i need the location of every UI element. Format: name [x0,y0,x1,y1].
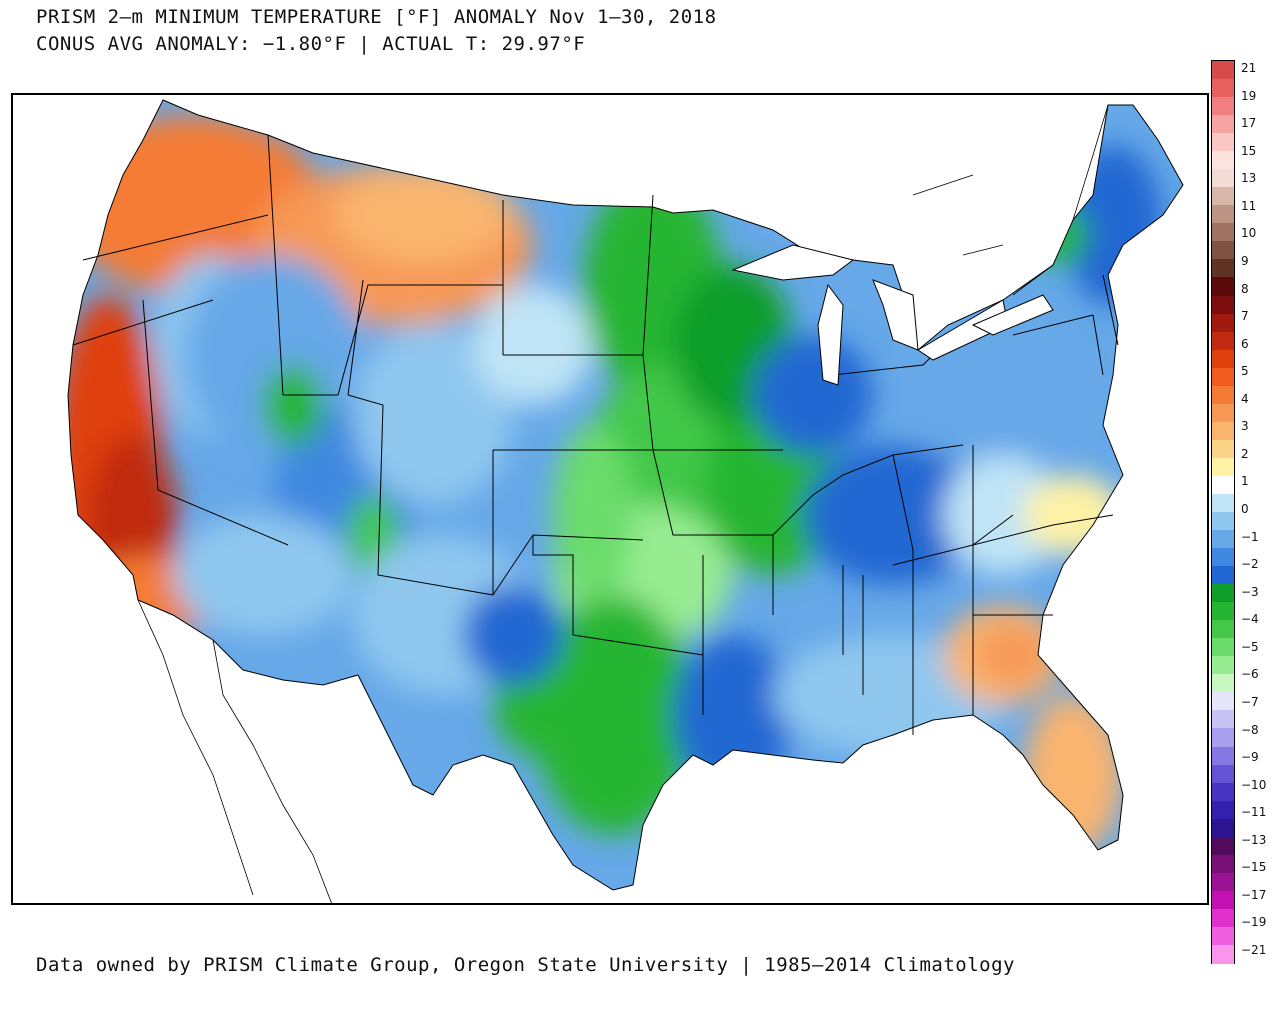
legend-color-swatch [1212,493,1234,513]
legend-tick-label: −7 [1241,694,1259,709]
legend-color-swatch [1212,367,1234,387]
legend-tick-label: −2 [1241,557,1259,572]
legend-tick-label: −21 [1241,943,1267,957]
legend-color-swatch [1212,241,1234,261]
legend-color-swatch [1212,133,1234,152]
legend-color-swatch [1212,223,1234,242]
legend-tick-label: 19 [1241,88,1257,103]
legend-color-swatch [1212,475,1234,495]
legend-tick-label: −8 [1241,722,1259,737]
legend-tick-label: −13 [1241,832,1267,847]
legend-color-swatch [1212,548,1234,567]
legend-color-swatch [1212,403,1234,423]
legend-color-swatch [1212,385,1234,405]
legend-tick-label: 9 [1241,253,1249,268]
attribution-footer: Data owned by PRISM Climate Group, Orego… [36,954,1015,976]
legend-color-swatch [1212,710,1234,730]
legend-color-swatch [1212,169,1234,188]
legend-color-swatch [1212,566,1234,585]
legend-tick-label: 17 [1241,116,1257,131]
legend-color-swatch [1212,187,1234,206]
legend-color-swatch [1212,782,1234,802]
legend-tick-label: −11 [1241,805,1267,820]
map-title: PRISM 2–m MINIMUM TEMPERATURE [°F] ANOMA… [36,6,717,28]
legend-color-swatch [1212,61,1234,80]
legend-color-swatch [1212,764,1234,784]
legend-tick-label: 7 [1241,309,1249,324]
legend-color-swatch [1212,151,1234,170]
legend-tick-label: 3 [1241,419,1249,434]
legend-color-swatch [1212,872,1234,892]
legend-tick-label: 6 [1241,336,1249,351]
legend-tick-label: 10 [1241,226,1257,241]
legend-tick-label: 15 [1241,143,1257,158]
legend-color-swatch [1212,602,1234,621]
legend-color-swatch [1212,836,1234,856]
legend-color-swatch [1212,926,1234,946]
legend-color-swatch [1212,656,1234,675]
legend-tick-label: 1 [1241,474,1249,489]
legend-color-swatch [1212,331,1234,351]
neighbor-outlines [137,104,1109,903]
legend-color-swatch [1212,746,1234,766]
legend-color-swatch [1212,530,1234,549]
anomaly-field [68,100,1183,890]
legend-tick-label: 8 [1241,281,1249,296]
legend-color-swatch [1212,512,1234,531]
legend-tick-label: 11 [1241,198,1257,213]
legend-tick-label: −4 [1241,612,1259,627]
legend-color-swatch [1212,457,1234,477]
legend-tick-label: −10 [1241,777,1267,792]
legend-color-swatch [1212,908,1234,928]
map-panel [11,93,1209,905]
legend-color-swatch [1212,439,1234,459]
legend-tick-label: −5 [1241,639,1259,654]
legend-color-swatch [1212,674,1234,693]
legend-tick-label: −19 [1241,915,1267,930]
legend-color-swatch [1212,349,1234,369]
legend-colorbar [1211,60,1235,964]
legend-tick-label: −15 [1241,860,1267,875]
legend-color-swatch [1212,620,1234,639]
legend-color-swatch [1212,728,1234,748]
legend-tick-label: 21 [1241,61,1257,75]
great-lakes [731,244,1054,386]
legend-color-swatch [1212,692,1234,712]
legend-tick-label: −3 [1241,584,1259,599]
legend-color-swatch [1212,97,1234,116]
legend-color-swatch [1212,259,1234,279]
legend-color-swatch [1212,313,1234,333]
legend-color-swatch [1212,277,1234,297]
legend-color-swatch [1212,115,1234,134]
legend-color-swatch [1212,818,1234,838]
legend-color-swatch [1212,854,1234,874]
legend-tick-label: −1 [1241,529,1259,544]
legend-tick-label: −17 [1241,887,1267,902]
legend-color-swatch [1212,584,1234,603]
legend-color-swatch [1212,295,1234,315]
legend-color-swatch [1212,421,1234,441]
legend-tick-label: 2 [1241,446,1249,461]
legend-tick-label: 4 [1241,391,1249,406]
legend-tick-label: 13 [1241,171,1257,186]
legend-color-swatch [1212,205,1234,224]
legend-tick-label: −6 [1241,667,1259,682]
legend-tick-label: 5 [1241,364,1249,379]
legend-color-swatch [1212,944,1234,964]
legend-color-swatch [1212,890,1234,910]
state-boundaries [67,99,1184,891]
legend-color-swatch [1212,800,1234,820]
anomaly-map [67,99,1184,903]
legend-color-swatch [1212,638,1234,657]
legend-tick-label: −9 [1241,750,1259,765]
legend-tick-label: 0 [1241,502,1249,516]
map-subtitle: CONUS AVG ANOMALY: −1.80°F | ACTUAL T: 2… [36,33,586,55]
legend-color-swatch [1212,79,1234,98]
